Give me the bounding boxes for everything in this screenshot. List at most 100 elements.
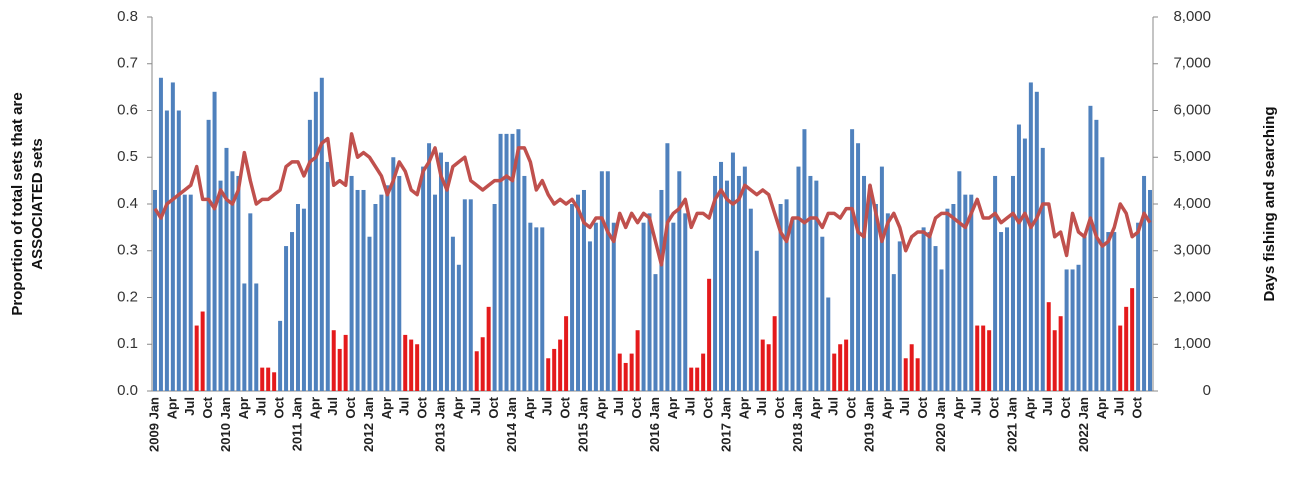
x-tick-label: 2022 Jan xyxy=(1076,397,1091,452)
x-tick-label: Apr xyxy=(450,397,465,419)
bar xyxy=(939,269,944,391)
y2-tick-label: 1,000 xyxy=(1173,335,1211,352)
bar xyxy=(766,344,771,391)
x-tick-label: Jul xyxy=(611,397,626,416)
bar xyxy=(385,185,390,391)
x-tick-label: 2012 Jan xyxy=(361,397,376,452)
x-tick-label: 2009 Jan xyxy=(146,397,161,452)
bar xyxy=(546,358,551,391)
bar xyxy=(993,175,998,391)
bar xyxy=(832,353,837,391)
x-tick-label: Jul xyxy=(969,397,984,416)
bar xyxy=(987,330,992,391)
bar xyxy=(915,358,920,391)
bar xyxy=(701,353,706,391)
x-tick-label: Jul xyxy=(182,397,197,416)
bar xyxy=(975,325,980,391)
x-tick-label: Oct xyxy=(272,396,287,418)
bar xyxy=(1106,232,1111,391)
bar xyxy=(510,133,515,391)
x-tick-label: Oct xyxy=(629,396,644,418)
bar xyxy=(158,77,163,392)
bar xyxy=(564,316,569,391)
bar xyxy=(724,180,729,391)
bar xyxy=(933,246,938,391)
bar xyxy=(337,348,342,391)
bar xyxy=(629,353,634,391)
bar xyxy=(248,213,253,391)
bar xyxy=(671,222,676,391)
bar xyxy=(1070,269,1075,391)
bar xyxy=(290,232,295,391)
bar xyxy=(194,325,199,391)
bar xyxy=(206,119,211,391)
bar xyxy=(355,189,360,391)
bar xyxy=(522,175,527,391)
bar xyxy=(1022,138,1027,391)
x-tick-label: 2015 Jan xyxy=(575,397,590,452)
bar xyxy=(760,339,765,391)
x-tick-label: Jul xyxy=(1040,397,1055,416)
bar xyxy=(438,152,443,391)
bar xyxy=(593,222,598,391)
x-tick-label: Apr xyxy=(808,397,823,419)
x-tick-label: 2014 Jan xyxy=(504,397,519,452)
x-tick-label: Oct xyxy=(987,396,1002,418)
bar xyxy=(713,175,718,391)
x-tick-label: Jul xyxy=(897,397,912,416)
bar xyxy=(200,311,205,391)
bar xyxy=(879,166,884,391)
bar xyxy=(295,204,300,391)
bar xyxy=(278,320,283,391)
bar xyxy=(611,222,616,391)
y2-tick-label: 7,000 xyxy=(1173,55,1211,72)
bar xyxy=(307,119,312,391)
x-tick-label: Apr xyxy=(1094,397,1109,419)
bar xyxy=(576,194,581,391)
bar xyxy=(230,171,235,391)
bar xyxy=(391,157,396,391)
bar xyxy=(653,274,658,391)
bar xyxy=(176,110,181,391)
bar xyxy=(1016,124,1021,392)
bar xyxy=(498,133,503,391)
bar xyxy=(1034,91,1039,392)
bar xyxy=(1142,175,1147,391)
bar xyxy=(903,358,908,391)
y2-tick-label: 4,000 xyxy=(1173,195,1211,212)
bar xyxy=(1005,227,1010,391)
bar xyxy=(301,208,306,391)
bar xyxy=(659,189,664,391)
bar xyxy=(1082,236,1087,391)
bar xyxy=(1028,82,1033,391)
bar xyxy=(909,344,914,391)
bar xyxy=(409,339,414,391)
bar xyxy=(236,175,241,391)
bar xyxy=(331,330,336,391)
y2-tick-label: 6,000 xyxy=(1173,101,1211,118)
bar xyxy=(1088,105,1093,391)
x-tick-label: Jul xyxy=(325,397,340,416)
x-tick-label: 2021 Jan xyxy=(1004,397,1019,452)
x-tick-label: Apr xyxy=(522,397,537,419)
bar xyxy=(1124,306,1129,391)
bar xyxy=(1148,189,1153,391)
bar xyxy=(873,204,878,391)
x-tick-label: Oct xyxy=(772,396,787,418)
bar xyxy=(462,199,467,391)
x-tick-label: Apr xyxy=(236,397,251,419)
bar xyxy=(558,339,563,391)
bar xyxy=(415,344,420,391)
bar xyxy=(224,147,229,391)
x-tick-label: 2010 Jan xyxy=(218,397,233,452)
bar xyxy=(1040,147,1045,391)
bar xyxy=(397,175,402,391)
bar xyxy=(897,241,902,391)
bar xyxy=(599,171,604,391)
bar xyxy=(826,297,831,391)
bar xyxy=(1064,269,1069,391)
bar xyxy=(260,367,265,391)
bar xyxy=(182,194,187,391)
bar xyxy=(647,213,652,391)
bar xyxy=(808,175,813,391)
